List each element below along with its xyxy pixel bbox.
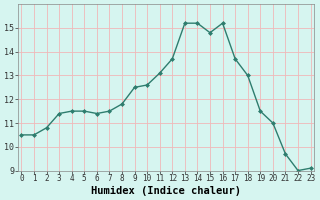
X-axis label: Humidex (Indice chaleur): Humidex (Indice chaleur) xyxy=(91,186,241,196)
